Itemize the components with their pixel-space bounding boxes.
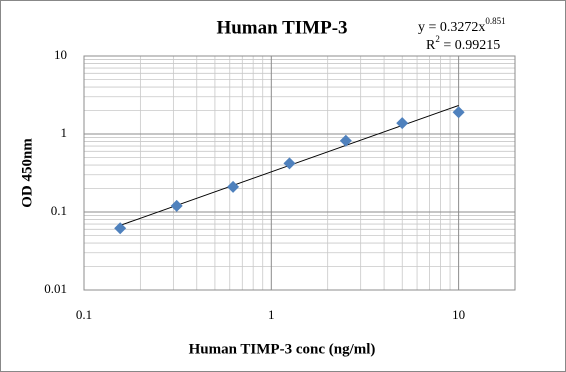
y-tick-label: 0.1 [51,203,67,218]
r-squared: R2 = 0.99215 [426,34,500,53]
r2-value: = 0.99215 [440,38,500,53]
data-point [283,157,296,170]
equation: y = 0.3272x0.851 [418,16,506,35]
data-point [396,117,409,130]
data-point [114,222,127,235]
chart-title: Human TIMP-3 [216,17,347,38]
data-point [339,134,352,147]
x-tick-label: 10 [452,307,465,322]
y-tick-label: 0.01 [44,281,67,296]
y-axis-label: OD 450nm [19,138,35,208]
data-point [170,199,183,212]
y-tick-label: 10 [54,47,67,62]
y-tick-label: 1 [61,125,68,140]
r2-superscript: 2 [435,34,440,44]
x-tick-label: 1 [268,307,275,322]
x-axis-label: Human TIMP-3 conc (ng/ml) [189,341,376,357]
plot-frame [83,55,516,291]
equation-superscript: 0.851 [485,16,505,26]
data-point [452,106,465,119]
x-tick-label: 0.1 [76,307,92,322]
r2-text: R [426,38,436,53]
data-point [227,180,240,193]
equation-text: y = 0.3272x [418,20,485,35]
